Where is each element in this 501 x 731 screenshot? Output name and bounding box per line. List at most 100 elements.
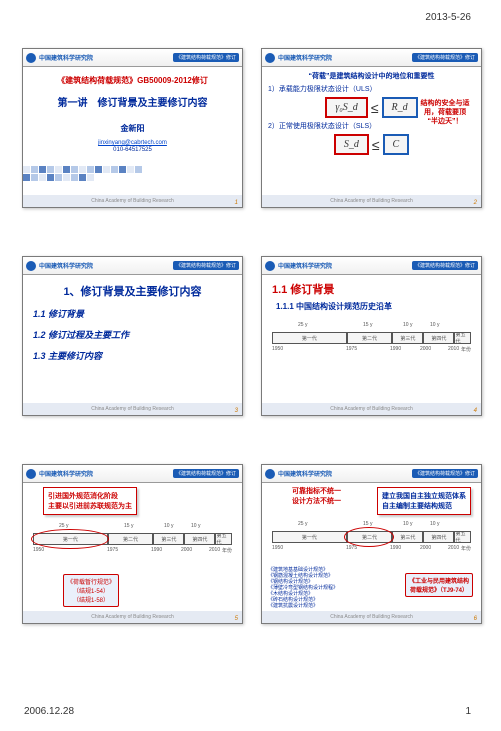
red-a: 《工业与民用建筑结构 [409,576,469,585]
note-b: （结规1-58） [67,595,115,604]
s3-item3: 1.3 主要修订内容 [33,349,236,362]
timeline: 25 y 15 y 10 y 10 y 第一代 第二代 第三代 第四代 第五代 … [268,521,475,559]
formula-sls: S_d ≤ C [268,134,475,155]
slide-3: 中国建筑科学研究院 《建筑结构荷载规范》修订 1、修订背景及主要修订内容 1.1… [22,256,243,416]
seg-4: 第四代 [423,531,454,543]
slide-footer: China Academy of Building Research [262,195,481,207]
yr-4: 2000 [420,545,431,551]
slide-6: 中国建筑科学研究院 《建筑结构荷载规范》修订 可靠指标不统一 设计方法不统一 建… [261,464,482,624]
brand-text: 中国建筑科学研究院 [278,261,412,270]
seg-2: 第二代 [347,332,393,344]
yr-3: 1990 [151,547,162,553]
timeline: 25 y 15 y 10 y 10 y 第一代 第二代 第三代 第四代 第五代 … [268,322,475,370]
seg-3: 第三代 [392,531,423,543]
slide-footer: China Academy of Building Research [262,611,481,623]
yr-5: 2010 [448,346,459,352]
seg-3: 第三代 [153,533,184,545]
brand-text: 中国建筑科学研究院 [39,469,173,478]
slide-number: 6 [474,616,477,622]
s5-callout-l1: 引进国外规范消化阶段 [48,491,132,501]
seg-5: 第五代 [454,332,471,344]
seg-4: 第四代 [423,332,454,344]
s2-heading: “荷载”是建筑结构设计中的地位和重要性 [268,71,475,81]
s2-sub1: 1）承载能力极限状态设计（ULS） [268,84,475,94]
s1-author: 金新阳 [29,123,236,134]
yr-5: 2010 [209,547,220,553]
slide-body: 可靠指标不统一 设计方法不统一 建立我国自主独立规范体系 自主编制主要结构规范 … [262,483,481,611]
dur-4: 10 y [191,523,200,529]
s6-left-b: 设计方法不统一 [292,497,341,507]
s1-title-line2: 第一讲 修订背景及主要修订内容 [29,94,236,109]
s1-tel: 010-64517525 [29,147,236,153]
slide-number: 3 [235,408,238,414]
highlight-oval [344,527,394,547]
slide-number: 2 [474,200,477,206]
slide-2: 中国建筑科学研究院 《建筑结构荷载规范》修订 “荷载”是建筑结构设计中的地位和重… [261,48,482,208]
s6-right-a: 建立我国自主独立规范体系 [382,491,466,501]
brand-text: 中国建筑科学研究院 [39,53,173,62]
bottom-date: 2006.12.28 [24,706,74,717]
timeline-bar: 第一代 第二代 第三代 第四代 第五代 [272,332,471,344]
s4-sub: 1.1.1 中国结构设计规范历史沿革 [276,301,475,312]
logo-icon [265,53,275,63]
yr-2: 1975 [346,346,357,352]
spec-list: 《建筑地基基础设计规范》 《钢筋混凝土结构设计规范》 《钢结构设计规范》 《薄壁… [268,567,338,609]
dur-3: 10 y [403,322,412,328]
slide-number: 5 [235,616,238,622]
s2-callout-l1: 结构的安全与适用，荷载要顶 [421,100,470,116]
timeline: 25 y 15 y 10 y 10 y 第一代 第二代 第三代 第四代 第五代 … [29,523,236,571]
slide-header: 中国建筑科学研究院 《建筑结构荷载规范》修订 [23,465,242,483]
yr-2: 1975 [346,545,357,551]
s5-callout: 引进国外规范消化阶段 主要以引进前苏联规范为主 [43,487,137,515]
slide-footer: China Academy of Building Research [262,403,481,415]
s2-callout-l2: “半边天”！ [428,118,463,125]
yr-1: 1950 [272,346,283,352]
s6-left-text: 可靠指标不统一 设计方法不统一 [292,487,341,507]
axis-label: 年份 [461,346,471,353]
axis-label: 年份 [461,545,471,552]
header-tag: 《建筑结构荷载规范》修订 [173,53,239,62]
slide-body: 《建筑结构荷载规范》GB50009-2012修订 第一讲 修订背景及主要修订内容… [23,67,242,195]
yr-3: 1990 [390,346,401,352]
yr-4: 2000 [420,346,431,352]
s2-callout: 结构的安全与适用，荷载要顶 “半边天”！ [415,99,475,126]
header-tag: 《建筑结构荷载规范》修订 [412,469,478,478]
s6-right-b: 自主编制主要结构规范 [382,501,466,511]
s1-email: jinxinyang@cabrtech.com [29,140,236,146]
note-a: （结规1-54） [67,586,115,595]
logo-icon [26,261,36,271]
logo-icon [265,469,275,479]
slide-1: 中国建筑科学研究院 《建筑结构荷载规范》修订 《建筑结构荷载规范》GB50009… [22,48,243,208]
highlight-oval [31,529,109,549]
s4-title: 1.1 修订背景 [272,281,475,297]
yr-5: 2010 [448,545,459,551]
seg-4: 第四代 [184,533,215,545]
yr-1: 1950 [272,545,283,551]
seg-5: 第五代 [454,531,471,543]
s3-title: 1、修订背景及主要修订内容 [29,283,236,299]
dur-1: 25 y [298,322,307,328]
note-box: 《荷载暂行规范》 （结规1-54） （结规1-58） [63,574,119,607]
s1-title-line1: 《建筑结构荷载规范》GB50009-2012修订 [29,75,236,86]
slide-5: 中国建筑科学研究院 《建筑结构荷载规范》修订 引进国外规范消化阶段 主要以引进前… [22,464,243,624]
s3-item1: 1.1 修订背景 [33,307,236,320]
yr-2: 1975 [107,547,118,553]
slide-header: 中国建筑科学研究院 《建筑结构荷载规范》修订 [23,49,242,67]
seg-1: 第一代 [272,332,347,344]
slide-header: 中国建筑科学研究院 《建筑结构荷载规范》修订 [262,49,481,67]
slide-number: 4 [474,408,477,414]
seg-5: 第五代 [215,533,232,545]
f2-right: C [383,134,410,155]
s3-item2: 1.2 修订过程及主要工作 [33,328,236,341]
slides-grid: 中国建筑科学研究院 《建筑结构荷载规范》修订 《建筑结构荷载规范》GB50009… [22,48,482,624]
f1-left: γ₀S_d [325,97,367,118]
s6-right-box: 建立我国自主独立规范体系 自主编制主要结构规范 [377,487,471,515]
brand-text: 中国建筑科学研究院 [39,261,173,270]
slide-footer: China Academy of Building Research [23,403,242,415]
slide-footer: China Academy of Building Research [23,611,242,623]
f1-right: R_d [382,97,418,118]
dur-2: 15 y [124,523,133,529]
dur-1: 25 y [298,521,307,527]
dur-3: 10 y [403,521,412,527]
brand-text: 中国建筑科学研究院 [278,469,412,478]
